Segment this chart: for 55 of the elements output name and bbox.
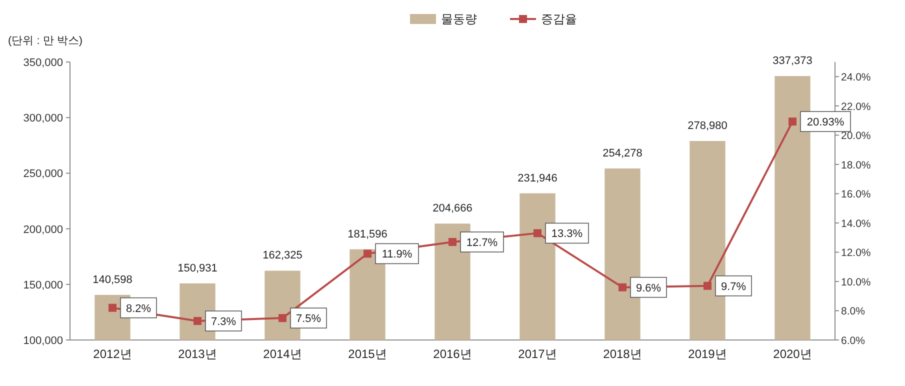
- y-tick-label: 350,000: [23, 57, 63, 69]
- y2-tick-label: 14.0%: [841, 218, 871, 230]
- y-tick-label: 300,000: [23, 112, 63, 125]
- legend-label: 증감율: [541, 12, 577, 26]
- point: [194, 316, 202, 325]
- text: (단위 : 만 박스): [8, 35, 83, 47]
- data-label: 13.3%: [551, 228, 583, 240]
- data-label: 181,596: [348, 228, 388, 240]
- y2-tick-label: 24.0%: [841, 72, 871, 84]
- data-label: 231,946: [518, 172, 558, 184]
- data-label: 20.93%: [806, 116, 844, 129]
- y2-tick-label: 6.0%: [841, 335, 865, 347]
- data-label: 150,931: [178, 262, 218, 274]
- y2-tick-label: 18.0%: [841, 159, 871, 172]
- x-tick-label: 2020년: [773, 347, 812, 361]
- data-label: 162,325: [262, 250, 302, 262]
- y2-tick-label: 20.0%: [841, 130, 871, 142]
- y2-tick-label: 22.0%: [841, 100, 871, 113]
- data-label: 11.9%: [382, 248, 412, 261]
- point: [278, 314, 286, 322]
- data-label: 337,373: [772, 55, 812, 68]
- point: [364, 250, 372, 258]
- x-tick-label: 2013년: [178, 347, 217, 361]
- point: [108, 304, 116, 312]
- y-tick-label: 250,000: [23, 168, 63, 180]
- x-tick-label: 2019년: [688, 347, 727, 361]
- point: [534, 229, 542, 238]
- data-label: 7.3%: [210, 316, 236, 328]
- y-tick-label: 150,000: [23, 279, 63, 292]
- data-label: 8.2%: [126, 302, 152, 315]
- data-label: 7.5%: [296, 313, 322, 326]
- point: [448, 238, 456, 246]
- y-tick-label: 200,000: [23, 224, 63, 236]
- data-label: 204,666: [432, 202, 472, 215]
- y2-tick-label: 10.0%: [841, 276, 871, 288]
- data-label: 254,278: [602, 147, 642, 160]
- y2-tick-label: 16.0%: [841, 188, 871, 201]
- y2-tick-label: 12.0%: [841, 247, 871, 260]
- data-label: 9.6%: [636, 282, 662, 294]
- x-tick-label: 2014년: [263, 347, 302, 361]
- data-label: 278,980: [688, 120, 728, 132]
- x-tick-label: 2012년: [93, 347, 132, 361]
- point: [704, 282, 712, 290]
- point: [788, 118, 796, 126]
- data-label: 9.7%: [720, 280, 746, 293]
- data-label: 140,598: [92, 274, 132, 286]
- y2-tick-label: 8.0%: [841, 306, 865, 318]
- x-tick-label: 2017년: [518, 347, 557, 361]
- x-tick-label: 2015년: [348, 347, 387, 361]
- x-tick-label: 2016년: [433, 347, 472, 361]
- data-label: 12.7%: [466, 236, 498, 249]
- y-tick-label: 100,000: [23, 335, 63, 347]
- x-tick-label: 2018년: [603, 347, 642, 361]
- point: [618, 283, 626, 292]
- legend-label: 물동량: [441, 12, 477, 26]
